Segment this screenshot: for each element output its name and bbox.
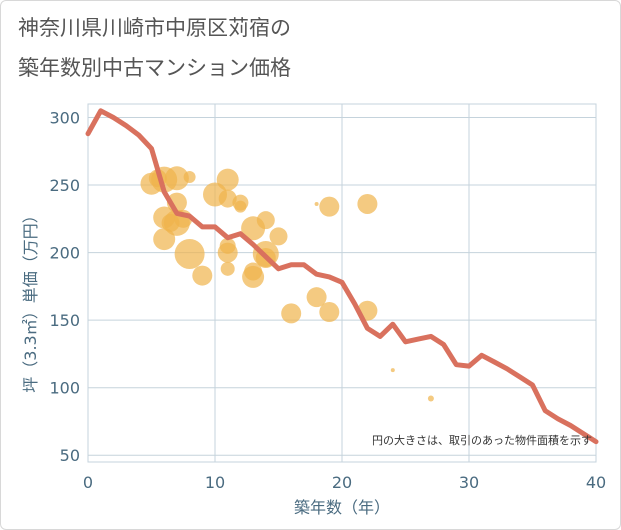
bubble-point xyxy=(234,200,247,213)
bubble-point xyxy=(319,302,340,323)
y-axis-ticks: 50 100 150 200 250 300 xyxy=(49,109,80,466)
bubble-point xyxy=(256,211,275,230)
chart-title-line2: 築年数別中古マンション価格 xyxy=(18,56,291,80)
bubble-point xyxy=(217,242,238,263)
x-tick-label: 10 xyxy=(205,473,225,492)
bubble-point xyxy=(306,287,327,308)
x-axis-ticks: 0 10 20 30 40 xyxy=(83,473,606,492)
x-tick-label: 20 xyxy=(332,473,352,492)
x-tick-label: 30 xyxy=(459,473,479,492)
y-tick-label: 200 xyxy=(49,244,80,263)
bubble-point xyxy=(281,303,302,324)
bubble-point xyxy=(314,201,319,206)
y-tick-label: 300 xyxy=(49,109,80,128)
x-tick-label: 0 xyxy=(83,473,93,492)
size-legend-note: 円の大きさは、取引のあった物件面積を示す xyxy=(372,433,592,447)
chart-title-line1: 神奈川県川崎市中原区苅宿の xyxy=(18,16,291,40)
bubble-point xyxy=(216,168,239,191)
bubble-point xyxy=(183,170,196,183)
bubble-point xyxy=(192,265,213,286)
bubble-point xyxy=(269,227,288,246)
bubble-point xyxy=(390,368,395,373)
x-tick-label: 40 xyxy=(586,473,606,492)
bubble-point xyxy=(357,193,378,214)
y-axis-label: 坪（3.3㎡）単価（万円） xyxy=(21,207,40,392)
bubble-point xyxy=(242,265,265,288)
bubble-point xyxy=(218,189,237,208)
y-tick-label: 50 xyxy=(60,446,80,465)
bubble-point xyxy=(319,196,340,217)
x-axis-label: 築年数（年） xyxy=(294,498,390,517)
bubble-point xyxy=(220,261,235,276)
y-tick-label: 100 xyxy=(49,379,80,398)
y-tick-label: 150 xyxy=(49,311,80,330)
bubble-point xyxy=(174,238,205,269)
bubble-point xyxy=(427,395,434,402)
bubble-point xyxy=(164,166,189,191)
price-trend-line xyxy=(85,108,599,445)
y-tick-label: 250 xyxy=(49,176,80,195)
